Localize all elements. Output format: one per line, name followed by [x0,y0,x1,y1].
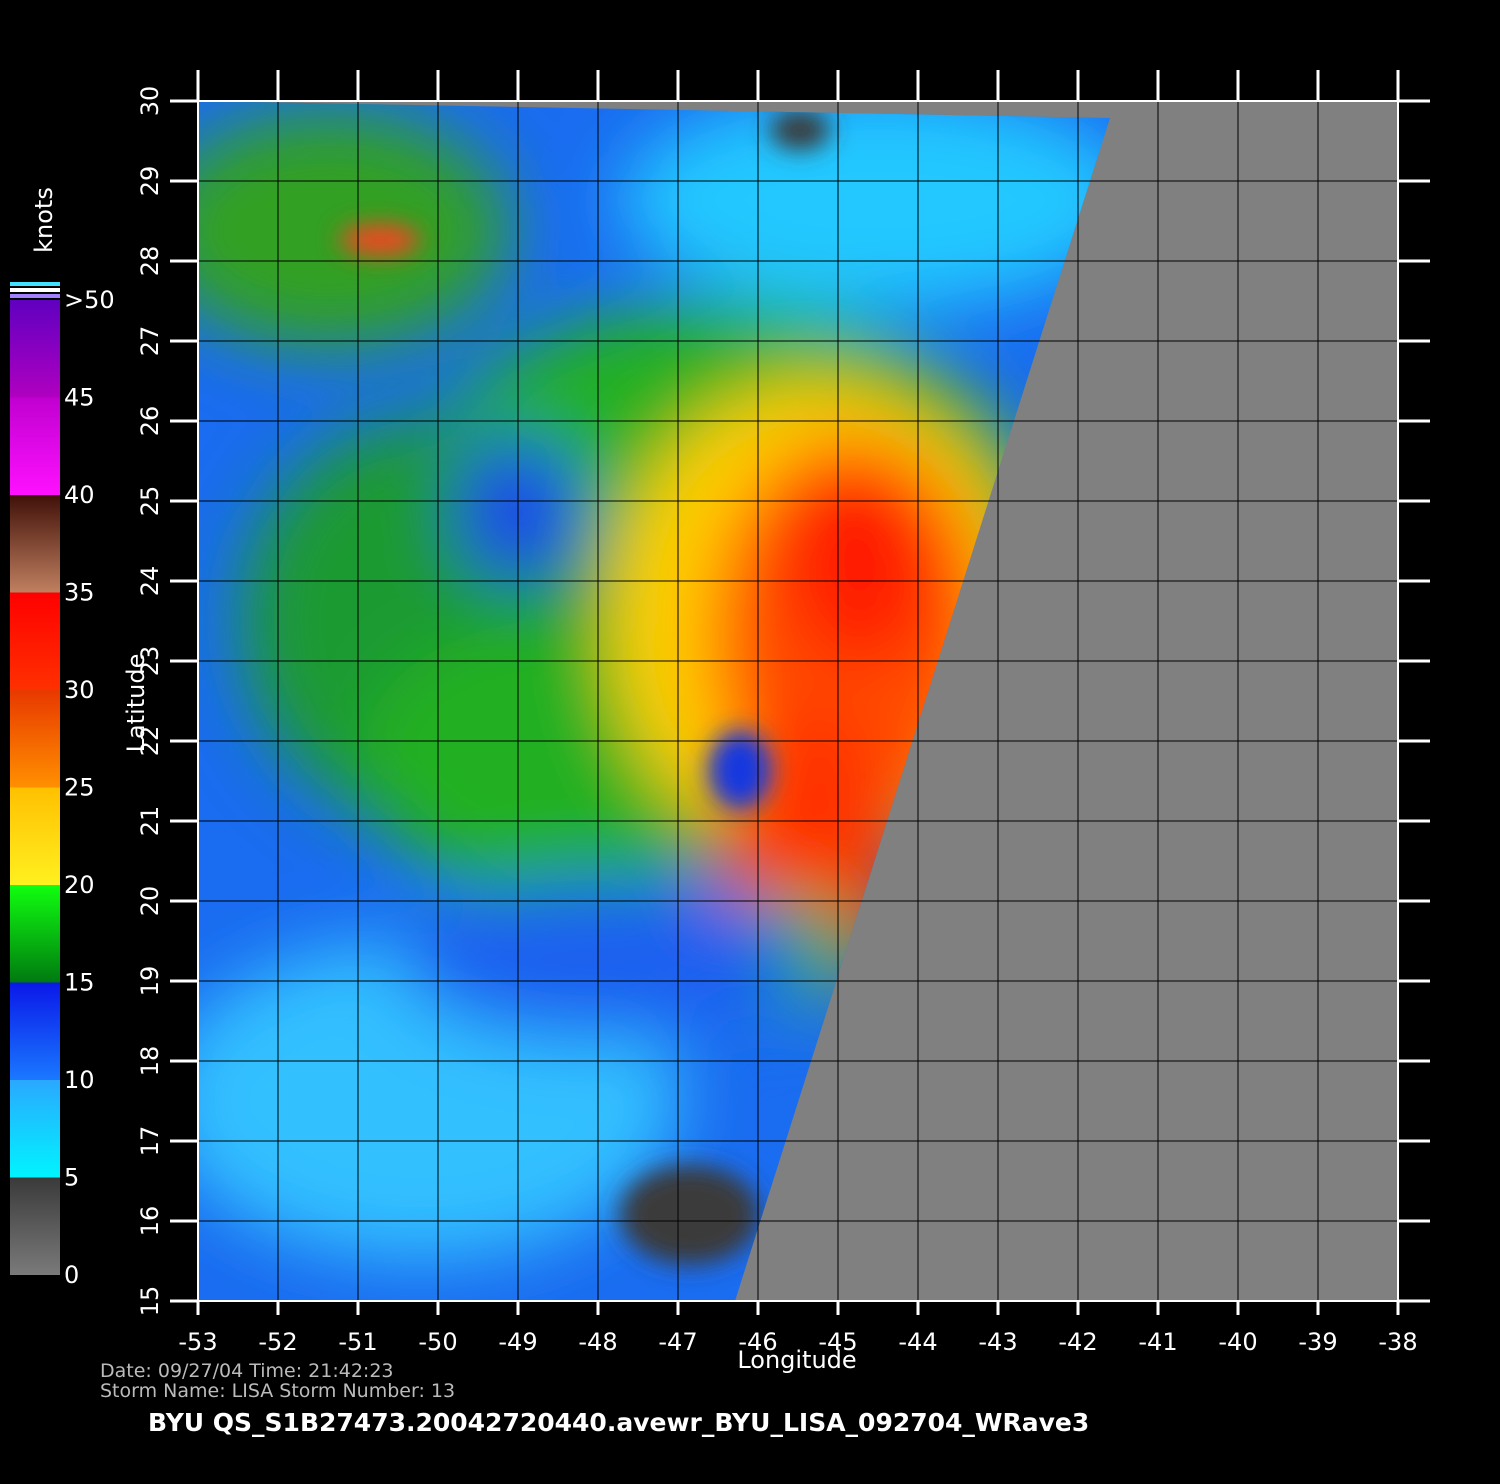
y-tick-label: 21 [136,806,164,837]
y-axis-label: Latitude [122,654,150,753]
y-tick-label: 16 [136,1206,164,1237]
colorbar-cap [10,282,60,286]
colorbar-segment [10,592,60,690]
x-axis-label: Longitude [737,1346,856,1374]
x-tick-label: -49 [498,1328,537,1356]
x-tick-label: -38 [1378,1328,1417,1356]
colorbar-tick-label: 5 [64,1164,79,1192]
colorbar-cap [10,294,60,298]
y-tick-label: 22 [136,726,164,757]
x-tick-label: -42 [1058,1328,1097,1356]
colorbar-tick-label: >50 [64,286,115,314]
colorbar-label: knots [30,187,58,253]
x-tick-label: -47 [658,1328,697,1356]
field-details [340,110,830,1265]
y-tick-label: 20 [136,886,164,917]
y-tick-label: 28 [136,246,164,277]
colorbar-tick-label: 35 [64,579,95,607]
colorbar-tick-label: 25 [64,774,95,802]
info-line: Date: 09/27/04 Time: 21:42:23 [100,1360,394,1382]
colorbar-segment [10,300,60,398]
y-tick-label: 27 [136,326,164,357]
x-tick-label: -41 [1138,1328,1177,1356]
x-tick-label: -46 [738,1328,777,1356]
y-tick-label: 25 [136,486,164,517]
x-tick-label: -40 [1218,1328,1257,1356]
x-tick-label: -44 [898,1328,937,1356]
x-tick-label: -50 [418,1328,457,1356]
colorbar-segment [10,1177,60,1275]
colorbar-cap [10,288,60,292]
colorbar-tick-label: 10 [64,1066,95,1094]
y-tick-label: 30 [136,86,164,117]
x-tick-label: -53 [178,1328,217,1356]
y-tick-label: 29 [136,166,164,197]
colorbar-segment [10,982,60,1080]
x-tick-label: -43 [978,1328,1017,1356]
colorbar-tick-label: 30 [64,676,95,704]
colorbar-segment [10,1080,60,1178]
title: BYU QS_S1B27473.20042720440.avewr_BYU_LI… [148,1408,1089,1437]
colorbar-segment [10,885,60,983]
x-tick-label: -48 [578,1328,617,1356]
plot-frame [197,100,1399,1302]
y-tick-label: 19 [136,966,164,997]
axes: -53 -52 -51 -50 -49 -48 -47 -46 -45 -44 -43 -42 -41 -… [136,70,1430,1356]
colorbar-segment [10,397,60,495]
colorbar-segment [10,690,60,788]
x-tick-label: -52 [258,1328,297,1356]
colorbar-tick-label: 20 [64,871,95,899]
colorbar-tick-label: 15 [64,969,95,997]
colorbar-segment [10,495,60,593]
y-tick-label: 17 [136,1126,164,1157]
info-line: Storm Name: LISA Storm Number: 13 [100,1380,455,1402]
y-tick-label: 15 [136,1286,164,1317]
x-tick-label: -39 [1298,1328,1337,1356]
y-tick-label: 26 [136,406,164,437]
colorbar-tick-label: 45 [64,384,95,412]
colorbar-tick-label: 40 [64,481,95,509]
y-tick-label: 24 [136,566,164,597]
y-tick-label: 23 [136,646,164,677]
y-tick-label: 18 [136,1046,164,1077]
x-tick-label: -51 [338,1328,377,1356]
x-tick-label: -45 [818,1328,857,1356]
colorbar-segment [10,787,60,885]
colorbar-tick-label: 0 [64,1261,79,1289]
